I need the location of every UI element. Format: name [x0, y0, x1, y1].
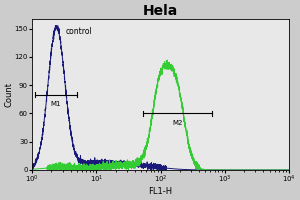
Text: control: control	[65, 27, 92, 36]
Y-axis label: Count: Count	[4, 82, 13, 107]
X-axis label: FL1-H: FL1-H	[148, 187, 172, 196]
Title: Hela: Hela	[143, 4, 178, 18]
Text: M2: M2	[172, 120, 182, 126]
Text: M1: M1	[51, 101, 61, 107]
